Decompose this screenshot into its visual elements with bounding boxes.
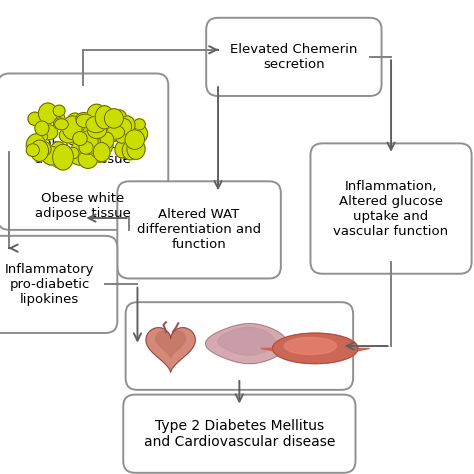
Polygon shape	[273, 333, 358, 364]
Polygon shape	[206, 324, 287, 364]
Ellipse shape	[53, 144, 73, 170]
Ellipse shape	[87, 104, 106, 124]
Ellipse shape	[78, 118, 94, 137]
Ellipse shape	[42, 146, 62, 165]
Ellipse shape	[110, 109, 127, 126]
Text: Obese white
adipose tissue: Obese white adipose tissue	[35, 192, 131, 220]
Ellipse shape	[73, 131, 87, 146]
Ellipse shape	[95, 106, 114, 129]
Ellipse shape	[78, 131, 98, 155]
Ellipse shape	[35, 141, 51, 157]
Ellipse shape	[107, 110, 123, 130]
Ellipse shape	[55, 119, 68, 130]
Ellipse shape	[72, 141, 86, 154]
FancyBboxPatch shape	[117, 182, 281, 279]
Ellipse shape	[49, 142, 67, 164]
Ellipse shape	[107, 112, 123, 132]
Ellipse shape	[91, 142, 108, 159]
Ellipse shape	[104, 109, 123, 128]
Ellipse shape	[93, 143, 110, 162]
Ellipse shape	[128, 134, 140, 147]
Ellipse shape	[110, 122, 128, 142]
Ellipse shape	[115, 141, 129, 158]
Ellipse shape	[131, 125, 147, 143]
Polygon shape	[218, 327, 275, 356]
Ellipse shape	[82, 127, 95, 142]
Polygon shape	[273, 333, 358, 364]
Polygon shape	[156, 331, 185, 358]
Ellipse shape	[99, 143, 112, 154]
Ellipse shape	[102, 117, 122, 138]
Ellipse shape	[70, 149, 90, 165]
Ellipse shape	[103, 112, 115, 124]
Ellipse shape	[40, 125, 58, 140]
Ellipse shape	[28, 112, 42, 126]
Ellipse shape	[122, 141, 138, 160]
Ellipse shape	[82, 134, 96, 149]
FancyBboxPatch shape	[123, 394, 356, 473]
Ellipse shape	[53, 105, 65, 117]
Ellipse shape	[26, 144, 39, 156]
Ellipse shape	[76, 112, 92, 126]
Ellipse shape	[26, 134, 46, 157]
Ellipse shape	[79, 141, 93, 154]
Ellipse shape	[100, 132, 114, 149]
Ellipse shape	[52, 112, 65, 125]
Ellipse shape	[95, 126, 112, 145]
Text: Elevated Chemerin
secretion: Elevated Chemerin secretion	[230, 43, 357, 71]
Ellipse shape	[127, 139, 145, 159]
Polygon shape	[261, 348, 273, 351]
Ellipse shape	[91, 143, 102, 154]
Text: Obese white
adipose tissue: Obese white adipose tissue	[35, 137, 131, 166]
Ellipse shape	[125, 130, 145, 149]
Ellipse shape	[134, 119, 146, 130]
Polygon shape	[358, 348, 370, 351]
Text: Type 2 Diabetes Mellitus
and Cardiovascular disease: Type 2 Diabetes Mellitus and Cardiovascu…	[144, 419, 335, 449]
Ellipse shape	[120, 116, 135, 134]
Ellipse shape	[35, 121, 49, 136]
Ellipse shape	[30, 140, 48, 161]
Ellipse shape	[52, 154, 66, 164]
Ellipse shape	[78, 150, 98, 168]
FancyBboxPatch shape	[0, 236, 117, 333]
Ellipse shape	[107, 126, 125, 139]
Ellipse shape	[53, 118, 66, 129]
Ellipse shape	[59, 128, 78, 143]
Ellipse shape	[32, 144, 50, 157]
Ellipse shape	[36, 132, 48, 141]
Text: Altered WAT
differentiation and
function: Altered WAT differentiation and function	[137, 209, 261, 251]
Ellipse shape	[63, 149, 82, 164]
Ellipse shape	[116, 130, 128, 143]
Ellipse shape	[66, 113, 84, 135]
FancyBboxPatch shape	[126, 302, 353, 390]
Ellipse shape	[86, 116, 106, 133]
Polygon shape	[146, 328, 195, 372]
Ellipse shape	[117, 118, 132, 135]
Text: Inflammation,
Altered glucose
uptake and
vascular function: Inflammation, Altered glucose uptake and…	[334, 180, 448, 237]
Text: Inflammatory
pro-diabetic
lipokines: Inflammatory pro-diabetic lipokines	[5, 263, 94, 306]
Ellipse shape	[76, 114, 94, 128]
Ellipse shape	[63, 116, 82, 139]
Polygon shape	[284, 337, 337, 355]
FancyBboxPatch shape	[0, 73, 168, 230]
Ellipse shape	[67, 147, 79, 159]
Ellipse shape	[38, 103, 57, 124]
Ellipse shape	[51, 149, 71, 168]
Ellipse shape	[93, 150, 107, 163]
Ellipse shape	[103, 116, 116, 128]
FancyBboxPatch shape	[206, 18, 382, 96]
FancyBboxPatch shape	[310, 143, 472, 274]
Ellipse shape	[98, 135, 113, 150]
Ellipse shape	[124, 126, 137, 139]
Ellipse shape	[87, 121, 107, 138]
